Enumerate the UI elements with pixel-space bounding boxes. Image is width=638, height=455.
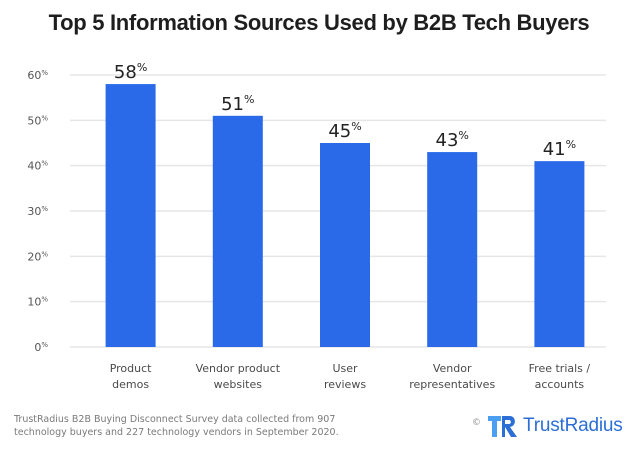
copyright-symbol: © bbox=[472, 418, 481, 428]
trustradius-logo: © TrustRadius bbox=[472, 412, 623, 440]
x-tick-label: Product demos bbox=[110, 362, 152, 391]
x-axis-labels: Product demos Vendor product websites User re… bbox=[110, 362, 591, 391]
x-tick-label: Vendor product websites bbox=[196, 362, 281, 391]
bar bbox=[212, 115, 263, 347]
x-tick-label: Free trials / accounts bbox=[529, 362, 591, 391]
bar bbox=[534, 161, 585, 347]
source-footnote: TrustRadius B2B Buying Disconnect Survey… bbox=[14, 413, 414, 439]
footnote-line-1: TrustRadius B2B Buying Disconnect Survey… bbox=[14, 414, 336, 425]
y-tick-label: 10% bbox=[27, 296, 48, 309]
tr-logo-icon bbox=[488, 416, 517, 437]
data-labels: 58% 51% 45% 43% 41% bbox=[114, 61, 576, 160]
y-tick-label: 50% bbox=[27, 114, 48, 127]
footnote-line-2: technology buyers and 227 technology ven… bbox=[14, 427, 339, 438]
y-axis-ticks: 0% 10% 20% 30% 40% 50% 60% bbox=[27, 69, 48, 354]
y-tick-label: 40% bbox=[27, 160, 48, 173]
bars bbox=[105, 84, 585, 348]
bar-chart: 0% 10% 20% 30% 40% 50% 60% 58% 51% 45% 43% 41% Pro… bbox=[27, 61, 606, 391]
data-label: 51% bbox=[221, 93, 254, 115]
bar bbox=[320, 143, 370, 347]
y-tick-label: 0% bbox=[34, 341, 48, 354]
bar bbox=[105, 84, 156, 348]
data-label: 43% bbox=[436, 129, 469, 151]
data-label: 45% bbox=[328, 120, 361, 142]
x-tick-label: User reviews bbox=[324, 362, 366, 391]
x-tick-label: Vendor representatives bbox=[409, 362, 495, 391]
y-tick-label: 60% bbox=[27, 69, 48, 82]
brand-name: TrustRadius bbox=[523, 415, 623, 436]
data-label: 41% bbox=[543, 138, 576, 160]
data-label: 58% bbox=[114, 61, 147, 83]
bar bbox=[427, 152, 478, 347]
y-tick-label: 20% bbox=[27, 250, 48, 263]
y-tick-label: 30% bbox=[27, 205, 48, 218]
chart-title: Top 5 Information Sources Used by B2B Te… bbox=[48, 10, 590, 35]
